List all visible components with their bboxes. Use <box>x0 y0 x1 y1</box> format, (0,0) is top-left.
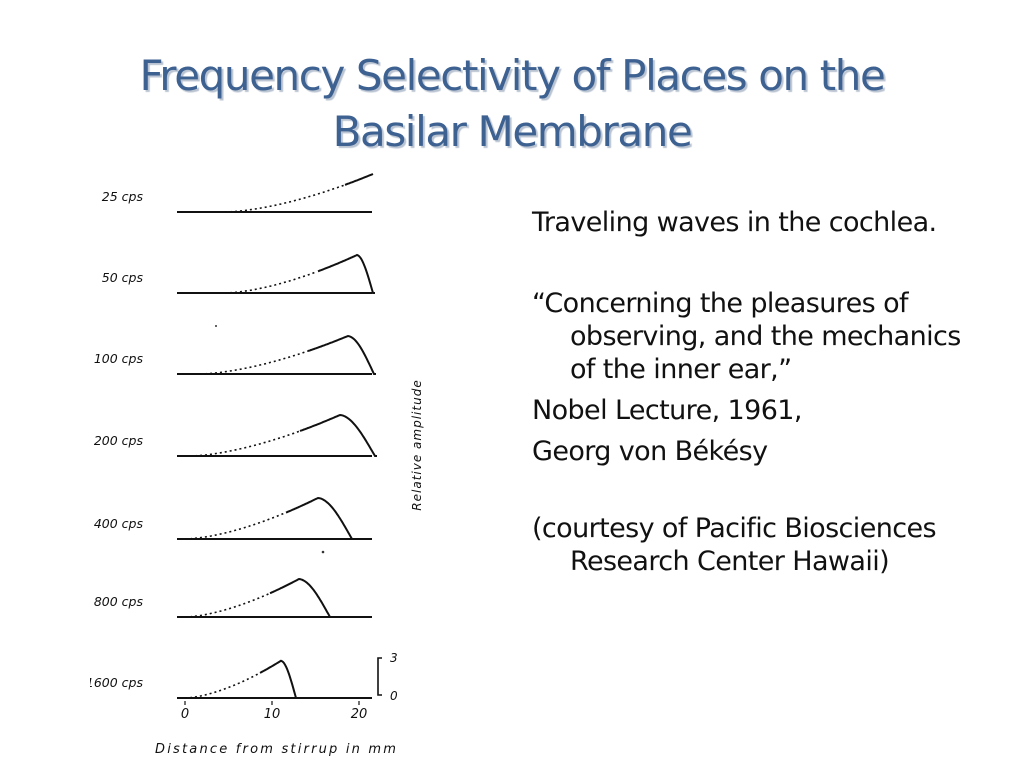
wave-envelope-solid <box>344 173 374 186</box>
frequency-label: 200 cps <box>94 433 144 448</box>
lecture-title-paragraph: “Concerning the pleasures of observing, … <box>532 288 961 385</box>
wave-envelope-solid <box>259 659 298 699</box>
wave-row: 200 cps <box>94 413 377 457</box>
lecture-info-paragraph: Nobel Lecture, 1961, <box>532 395 802 426</box>
caption-paragraph: Traveling waves in the cochlea. <box>532 207 937 238</box>
wave-envelope-dotted <box>184 592 270 618</box>
wave-envelope-dotted <box>200 350 309 375</box>
scale-bottom-label: 0 <box>390 689 398 703</box>
wave-row: 100 cps <box>94 334 376 375</box>
frequency-label: 1600 cps <box>90 675 143 690</box>
slide-title-line-2: Basilar Membrane <box>332 107 693 156</box>
wave-rows: 25 cps 50 cps 100 cps 200 cps 400 cps 800 cps… <box>90 173 377 699</box>
traveling-wave-diagram: 25 cps 50 cps 100 cps 200 cps 400 cps 800 cps… <box>90 173 424 757</box>
frequency-label: 400 cps <box>94 516 144 531</box>
speck-mark <box>215 325 217 327</box>
wave-row: 1600 cps <box>90 659 372 699</box>
x-tick-label: 0 <box>181 707 189 722</box>
slide-title-line-1: Frequency Selectivity of Places on the <box>139 51 886 100</box>
scale-top-label: 3 <box>390 651 398 665</box>
wave-envelope-dotted <box>225 184 346 213</box>
wave-envelope-solid <box>307 334 376 375</box>
wave-row: 800 cps <box>94 577 372 618</box>
wave-envelope-solid <box>269 577 332 618</box>
frequency-label: 800 cps <box>94 594 144 609</box>
wave-envelope-dotted <box>185 512 286 540</box>
x-axis-label: Distance from stirrup in mm <box>155 742 398 757</box>
wave-envelope-dotted <box>184 672 260 699</box>
wave-envelope-solid <box>299 413 377 457</box>
wave-row: 400 cps <box>94 496 372 540</box>
wave-envelope-solid <box>317 253 375 294</box>
description-text: Traveling waves in the cochlea. “Concern… <box>532 206 962 578</box>
frequency-label: 25 cps <box>102 189 144 204</box>
wave-row: 50 cps <box>102 253 375 294</box>
speck-mark <box>321 550 325 554</box>
y-axis-label: Relative amplitude <box>410 379 424 510</box>
wave-envelope-solid <box>285 496 354 540</box>
slide-title: Frequency Selectivity of Places on the B… <box>0 48 1024 160</box>
x-tick-label: 20 <box>351 707 368 722</box>
frequency-label: 100 cps <box>94 351 144 366</box>
wave-envelope-dotted <box>190 430 301 457</box>
traveling-wave-figure: 25 cps 50 cps 100 cps 200 cps 400 cps 800 cps… <box>90 160 430 768</box>
amplitude-scale-bar: 3 0 <box>377 651 398 703</box>
wave-row: 25 cps <box>102 173 374 213</box>
distance-axis: 0102030mm <box>181 701 368 722</box>
courtesy-paragraph: (courtesy of Pacific Biosciences Researc… <box>532 513 937 577</box>
author-paragraph: Georg von Békésy <box>532 436 768 467</box>
wave-envelope-dotted <box>225 270 318 294</box>
frequency-label: 50 cps <box>102 270 144 285</box>
x-tick-label: 10 <box>264 707 281 722</box>
